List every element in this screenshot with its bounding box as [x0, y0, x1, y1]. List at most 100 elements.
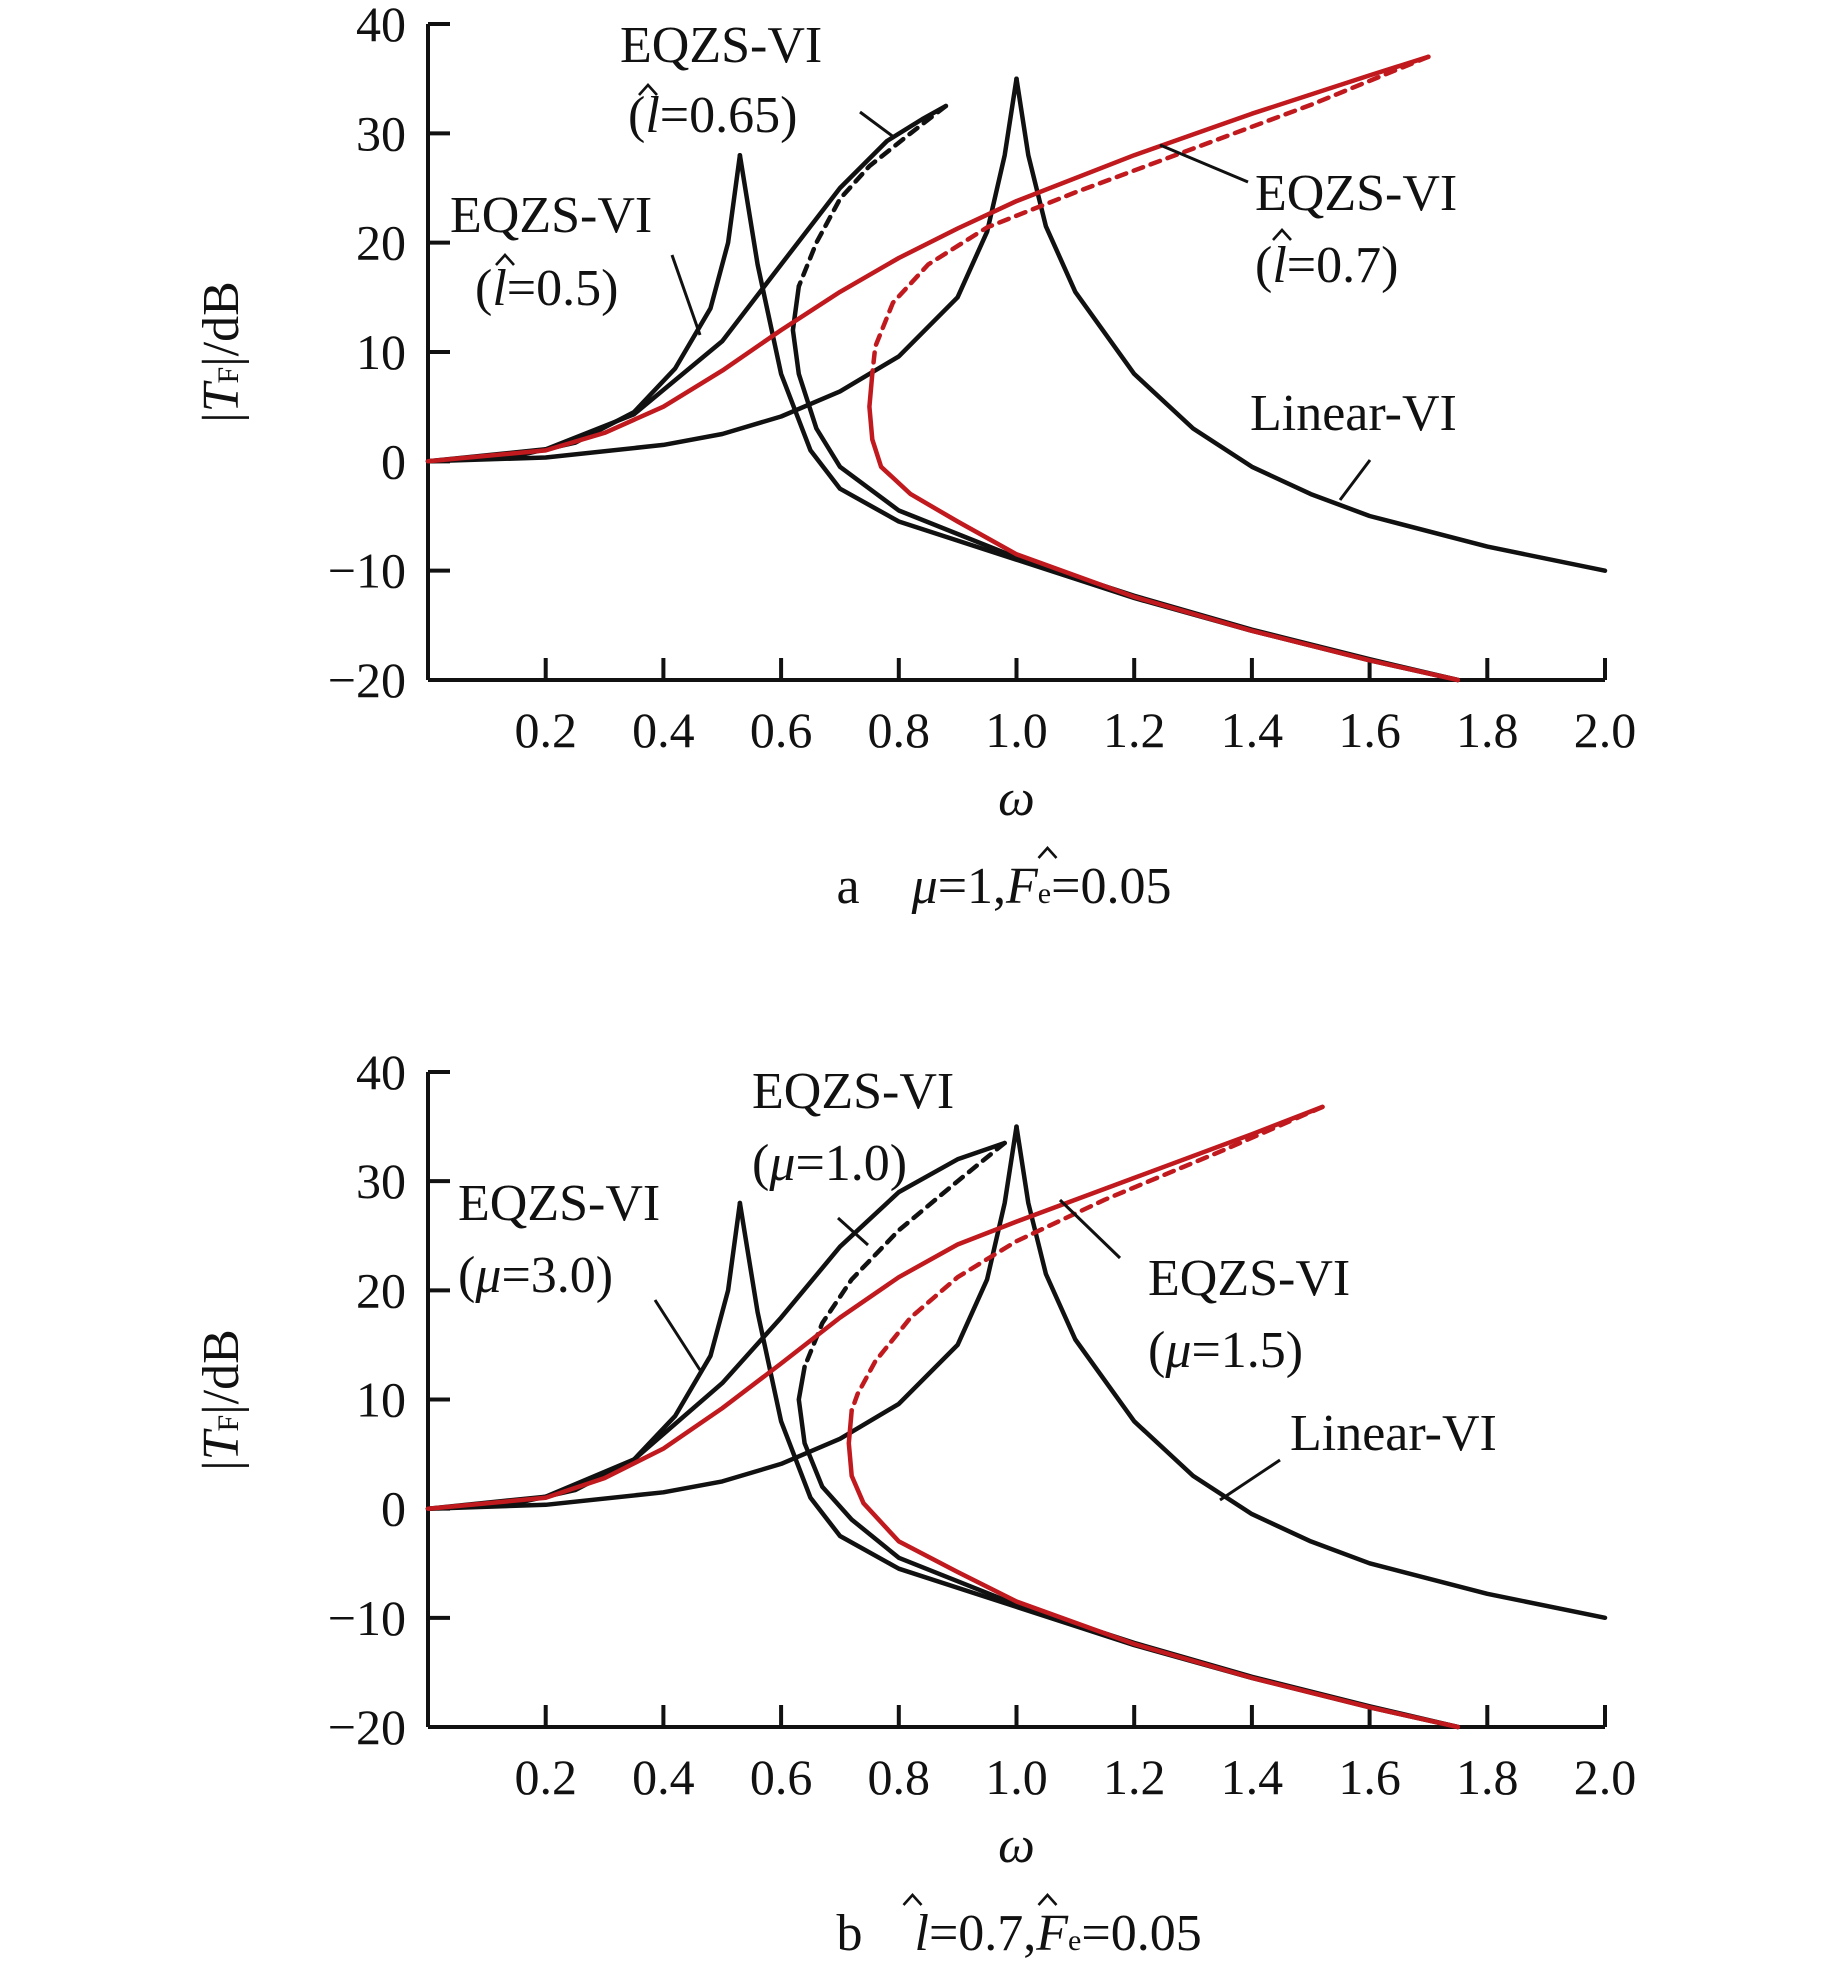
series-3-upper-branch — [425, 1140, 1007, 1511]
hat-accent-icon — [1037, 1893, 1058, 1906]
hat-accent-icon — [1272, 228, 1292, 241]
annotation-leader-line — [653, 1299, 702, 1371]
caption-force-symbol: F — [1035, 1905, 1069, 1962]
annotation-paren: ( — [458, 1247, 475, 1304]
x-axis-label: ω — [998, 770, 1035, 827]
annotation-paren: ( — [628, 87, 645, 144]
annotation-label: EQZS-VI — [1255, 165, 1457, 222]
annotation-paren: ( — [475, 260, 492, 317]
annotation-param-value: =1.0) — [795, 1135, 907, 1192]
series-1-lower-branch — [1014, 1124, 1608, 1621]
caption-param-symbol: μ — [911, 858, 938, 915]
x-tick-label: 0.8 — [868, 1749, 931, 1805]
caption-param-value: =1, — [938, 858, 1006, 915]
caption-letter: a — [837, 858, 860, 915]
annotation-param-value: =0.7) — [1287, 237, 1399, 294]
x-tick-label: 1.0 — [985, 1749, 1048, 1805]
chart-panel-b: 40 30 20 10 0 −10 −20 0.2 0.4 0.6 0.8 1.0 1.2 1.4 1.6 1… — [193, 1044, 1636, 1962]
annotation-param-value: =3.0) — [501, 1247, 613, 1304]
caption-space — [860, 858, 912, 915]
x-tick-label: 2.0 — [1574, 1749, 1637, 1805]
y-tick-label: −10 — [328, 543, 406, 599]
annotation-leader-line — [859, 110, 896, 140]
hat-accent-icon — [495, 253, 515, 266]
caption-space — [863, 1905, 915, 1962]
y-label-sub: F — [212, 367, 245, 384]
caption-force-value: =0.05 — [1051, 858, 1171, 915]
annotation-label: Linear-VI — [1250, 385, 1457, 442]
x-tick-label: 1.4 — [1221, 1749, 1284, 1805]
series-4-lower-branch — [867, 371, 1461, 683]
y-axis-label: |TF|/dB — [193, 1329, 250, 1471]
x-tick-label: 2.0 — [1574, 702, 1637, 758]
x-tick-label: 1.2 — [1103, 702, 1166, 758]
y-tick-label: 40 — [356, 0, 406, 52]
chart-panel-a: 40 30 20 10 0 −10 −20 0.2 0.4 0.6 0.8 1.0 1.2 1.4 1.6 1… — [193, 0, 1636, 915]
hat-accent-icon — [1037, 846, 1058, 859]
series-2-lower-branch — [737, 1200, 1461, 1730]
y-label-var: T — [193, 1428, 250, 1460]
y-label-prefix: | — [193, 412, 250, 422]
series-1-lower-branch — [1014, 76, 1608, 573]
x-tick-label: 0.6 — [750, 1749, 813, 1805]
annotation-param-symbol: l — [1272, 237, 1286, 294]
annotation-leader-line — [1219, 1458, 1281, 1502]
annotation-param-symbol: μ — [768, 1135, 795, 1192]
panel-caption: b l=0.7,Fe=0.05 — [837, 1905, 1202, 1962]
annotation-label: EQZS-VI — [752, 1063, 954, 1120]
x-tick-label: 0.2 — [514, 702, 577, 758]
x-tick-label: 1.8 — [1456, 1749, 1519, 1805]
annotation-label: EQZS-VI — [450, 187, 652, 244]
annotation-label: EQZS-VI — [1148, 1250, 1350, 1307]
y-axis-label: |TF|/dB — [193, 281, 250, 423]
x-axis-label: ω — [998, 1817, 1035, 1874]
annotation-param-value: =0.65) — [660, 87, 798, 144]
y-tick-label: −20 — [328, 1699, 406, 1755]
annotation-param: (μ=3.0) — [458, 1247, 613, 1304]
annotation-param: (μ=1.5) — [1148, 1322, 1303, 1379]
y-tick-label: −10 — [328, 1590, 406, 1646]
annotation-param-value: =0.5) — [507, 260, 619, 317]
annotation-paren: ( — [752, 1135, 769, 1192]
hat-accent-icon — [638, 83, 658, 96]
series-3-unstable-branch — [796, 103, 949, 289]
annotation-param: (μ=1.0) — [752, 1135, 907, 1192]
y-label-suffix: |/dB — [193, 1329, 250, 1415]
y-label-var: T — [193, 380, 250, 412]
caption-force-symbol: F — [1005, 858, 1039, 915]
x-tick-label: 0.4 — [632, 1749, 695, 1805]
y-tick-label: 0 — [381, 1481, 406, 1537]
annotation-label: EQZS-VI — [458, 1175, 660, 1232]
annotation-paren: ( — [1255, 237, 1272, 294]
annotation-leader-line — [836, 1216, 870, 1247]
series-1-upper-branch — [425, 76, 1019, 464]
series-4-unstable-branch — [870, 54, 1431, 377]
caption-force-sub: e — [1038, 877, 1051, 910]
y-tick-label: 10 — [356, 324, 406, 380]
series-3-lower-branch — [790, 284, 1461, 683]
y-tick-label: 30 — [356, 1153, 406, 1209]
annotation-leader-line — [1058, 1198, 1122, 1260]
annotation-param: (l=0.5) — [475, 260, 618, 317]
y-tick-label: 40 — [356, 1044, 406, 1100]
x-tick-label: 1.4 — [1221, 702, 1284, 758]
y-label-suffix: |/dB — [193, 281, 250, 367]
x-tick-label: 0.2 — [514, 1749, 577, 1805]
x-tick-label: 0.4 — [632, 702, 695, 758]
series-4-unstable-branch — [849, 1104, 1325, 1413]
y-label-sub: F — [212, 1415, 245, 1432]
annotation-param-symbol: l — [492, 260, 506, 317]
y-tick-label: 30 — [356, 105, 406, 161]
y-tick-label: 20 — [356, 215, 406, 271]
annotation-label: Linear-VI — [1290, 1405, 1497, 1462]
annotation-leader-line — [1338, 459, 1372, 501]
annotation-param-symbol: μ — [1164, 1322, 1191, 1379]
x-tick-label: 1.0 — [985, 702, 1048, 758]
caption-letter: b — [837, 1905, 863, 1962]
x-tick-label: 1.6 — [1338, 1749, 1401, 1805]
caption-param-symbol: l — [915, 1905, 929, 1962]
x-tick-label: 1.2 — [1103, 1749, 1166, 1805]
annotation-param-symbol: l — [645, 87, 659, 144]
series-3-upper-branch — [425, 103, 949, 464]
annotation-param-value: =1.5) — [1191, 1322, 1303, 1379]
